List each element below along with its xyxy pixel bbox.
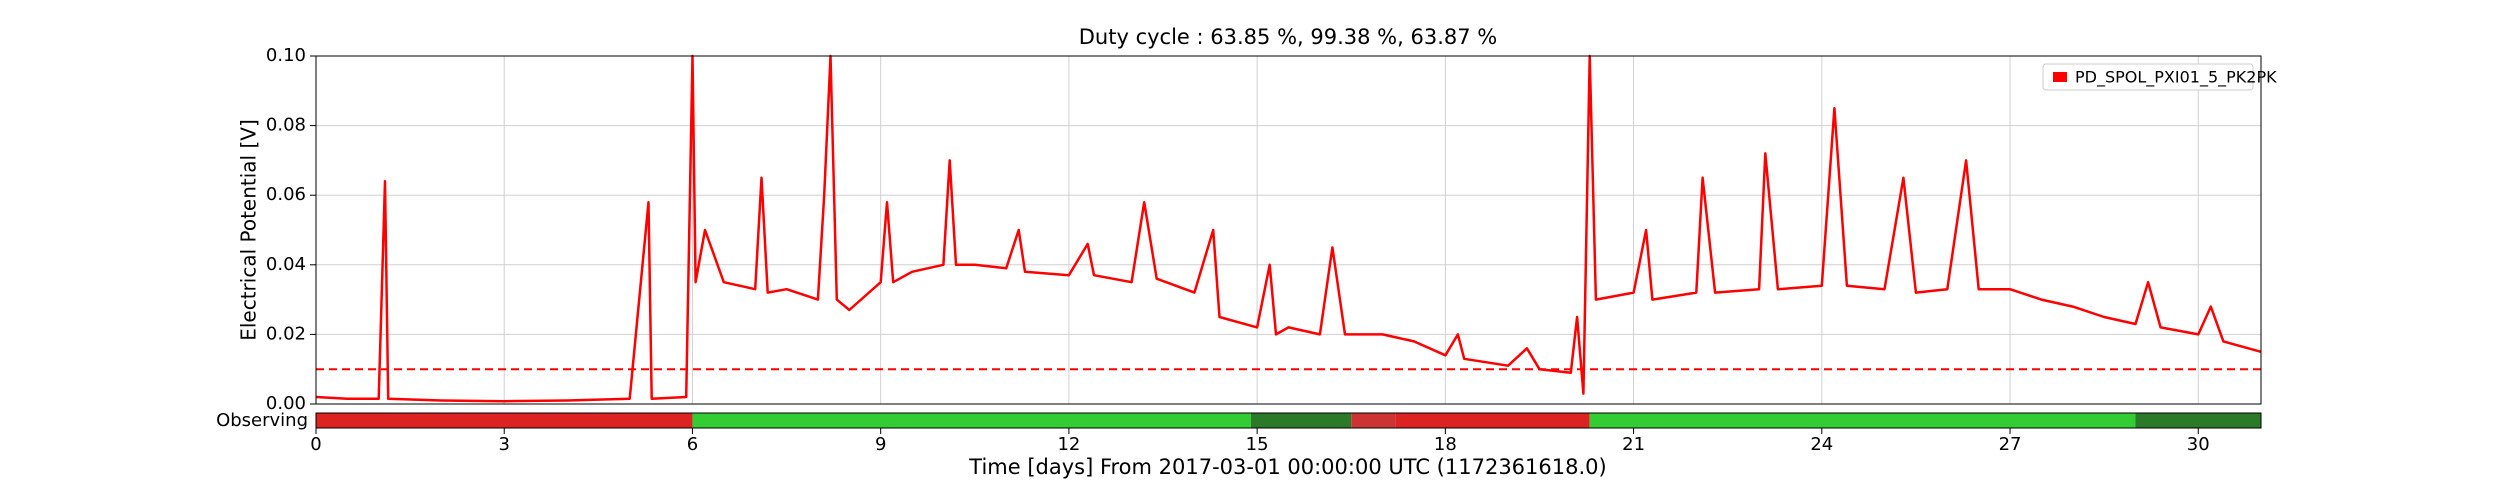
y-tick-label: 0.00 <box>266 393 306 414</box>
y-tick-label: 0.10 <box>266 45 306 66</box>
x-tick-label: 30 <box>2187 434 2210 455</box>
data-line <box>315 54 2262 403</box>
state-segment <box>316 413 693 428</box>
state-segment <box>2135 413 2261 428</box>
x-tick-label: 15 <box>1246 434 1269 455</box>
x-tick-label: 3 <box>498 434 509 455</box>
state-label: Observing <box>216 410 308 431</box>
x-tick-label: 24 <box>1810 434 1833 455</box>
x-tick-label: 12 <box>1057 434 1080 455</box>
state-segment <box>1589 413 2136 428</box>
legend-label: PD_SPOL_PXI01_5_PK2PK <box>2075 68 2277 88</box>
x-tick-label: 18 <box>1434 434 1457 455</box>
state-segment <box>692 413 1251 428</box>
plot-frame <box>315 55 2262 405</box>
x-tick-label: 9 <box>875 434 886 455</box>
x-tick-label: 6 <box>687 434 698 455</box>
state-segment <box>1351 413 1396 428</box>
state-frame <box>315 412 2262 429</box>
x-tick-label: 0 <box>310 434 321 455</box>
x-tick-label: 27 <box>1999 434 2022 455</box>
legend-box <box>2042 63 2254 91</box>
y-tick-label: 0.08 <box>266 115 306 136</box>
legend-swatch <box>2053 72 2067 82</box>
y-tick-label: 0.04 <box>266 254 306 275</box>
y-tick-label: 0.02 <box>266 323 306 344</box>
y-tick-label: 0.06 <box>266 184 306 205</box>
state-segment <box>1250 413 1352 428</box>
x-axis-label: Time [days] From 2017-03-01 00:00:00 UTC… <box>968 455 1606 479</box>
state-segment <box>1395 413 1590 428</box>
y-axis-label: Electrical Potential [V] <box>237 119 261 341</box>
chart-title: Duty cycle : 63.85 %, 99.38 %, 63.87 % <box>1079 25 1497 49</box>
x-tick-label: 21 <box>1622 434 1645 455</box>
